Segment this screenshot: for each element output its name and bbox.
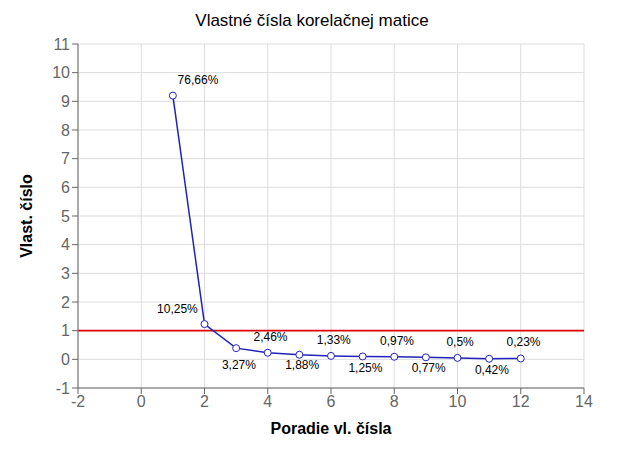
- svg-text:1: 1: [61, 322, 70, 339]
- svg-text:7: 7: [61, 150, 70, 167]
- svg-text:2: 2: [61, 294, 70, 311]
- svg-text:0,5%: 0,5%: [446, 335, 474, 349]
- svg-text:Vlast. číslo: Vlast. číslo: [18, 174, 35, 258]
- svg-text:0,42%: 0,42%: [475, 363, 509, 377]
- svg-text:Poradie vl. čísla: Poradie vl. čísla: [271, 420, 392, 437]
- svg-text:10,25%: 10,25%: [157, 302, 198, 316]
- svg-text:1,33%: 1,33%: [317, 333, 351, 347]
- svg-text:5: 5: [61, 208, 70, 225]
- svg-text:14: 14: [575, 393, 593, 410]
- html-text:Vlastné čísla korelačnej matic: Vlastné čísla korelačnej matice: [195, 11, 429, 30]
- svg-text:1,88%: 1,88%: [285, 358, 319, 372]
- svg-text:2,46%: 2,46%: [254, 330, 288, 344]
- svg-text:2: 2: [200, 393, 209, 410]
- svg-text:10: 10: [449, 393, 467, 410]
- svg-text:76,66%: 76,66%: [178, 73, 219, 87]
- svg-text:12: 12: [512, 393, 530, 410]
- svg-text:0: 0: [137, 393, 146, 410]
- svg-text:0,97%: 0,97%: [380, 334, 414, 348]
- svg-text:11: 11: [53, 36, 70, 53]
- svg-text:10: 10: [52, 64, 70, 81]
- svg-text:-1: -1: [56, 380, 70, 397]
- svg-text:-2: -2: [71, 393, 85, 410]
- svg-text:6: 6: [61, 179, 70, 196]
- svg-text:4: 4: [263, 393, 272, 410]
- svg-text:0,77%: 0,77%: [412, 361, 446, 375]
- svg-text:3,27%: 3,27%: [222, 358, 256, 372]
- svg-text:3: 3: [61, 265, 70, 282]
- svg-text:4: 4: [61, 236, 70, 253]
- svg-text:1,25%: 1,25%: [348, 361, 382, 375]
- svg-text:0,23%: 0,23%: [507, 335, 541, 349]
- svg-text:9: 9: [61, 93, 70, 110]
- svg-text:6: 6: [327, 393, 336, 410]
- svg-text:8: 8: [61, 122, 70, 139]
- svg-text:0: 0: [61, 351, 70, 368]
- svg-text:8: 8: [390, 393, 399, 410]
